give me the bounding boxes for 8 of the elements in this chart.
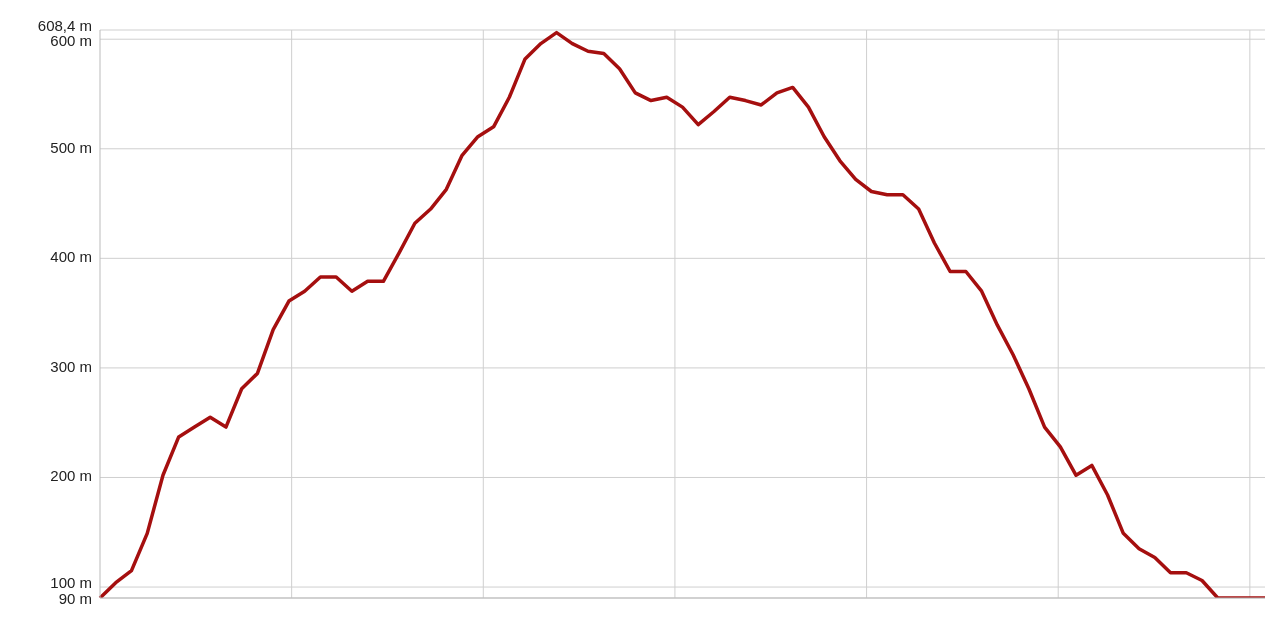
y-tick-label: 90 m bbox=[58, 590, 92, 607]
y-tick-label: 100 m bbox=[50, 574, 92, 592]
y-tick-label: 200 m bbox=[50, 467, 92, 485]
y-tick-label: 500 m bbox=[50, 138, 92, 156]
y-tick-label: 600 m bbox=[50, 32, 92, 50]
y-tick-label: 400 m bbox=[50, 248, 92, 266]
y-tick-label: 300 m bbox=[50, 357, 92, 375]
y-tick-label: 608,4 m bbox=[37, 17, 92, 34]
